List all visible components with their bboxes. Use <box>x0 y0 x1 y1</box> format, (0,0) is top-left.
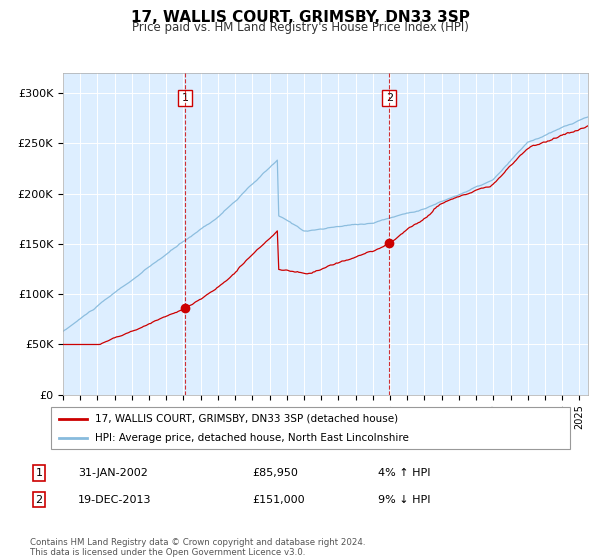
Text: £85,950: £85,950 <box>252 468 298 478</box>
Text: 1: 1 <box>35 468 43 478</box>
Text: HPI: Average price, detached house, North East Lincolnshire: HPI: Average price, detached house, Nort… <box>95 433 409 443</box>
Text: £151,000: £151,000 <box>252 494 305 505</box>
Text: 31-JAN-2002: 31-JAN-2002 <box>78 468 148 478</box>
Text: 19-DEC-2013: 19-DEC-2013 <box>78 494 151 505</box>
Text: 2: 2 <box>386 93 393 103</box>
Text: 17, WALLIS COURT, GRIMSBY, DN33 3SP (detached house): 17, WALLIS COURT, GRIMSBY, DN33 3SP (det… <box>95 414 398 424</box>
Text: 9% ↓ HPI: 9% ↓ HPI <box>378 494 431 505</box>
Text: 17, WALLIS COURT, GRIMSBY, DN33 3SP: 17, WALLIS COURT, GRIMSBY, DN33 3SP <box>131 10 469 25</box>
Text: 2: 2 <box>35 494 43 505</box>
FancyBboxPatch shape <box>50 407 571 449</box>
Text: 4% ↑ HPI: 4% ↑ HPI <box>378 468 431 478</box>
Text: 1: 1 <box>181 93 188 103</box>
Text: Contains HM Land Registry data © Crown copyright and database right 2024.
This d: Contains HM Land Registry data © Crown c… <box>30 538 365 557</box>
Text: Price paid vs. HM Land Registry's House Price Index (HPI): Price paid vs. HM Land Registry's House … <box>131 21 469 34</box>
